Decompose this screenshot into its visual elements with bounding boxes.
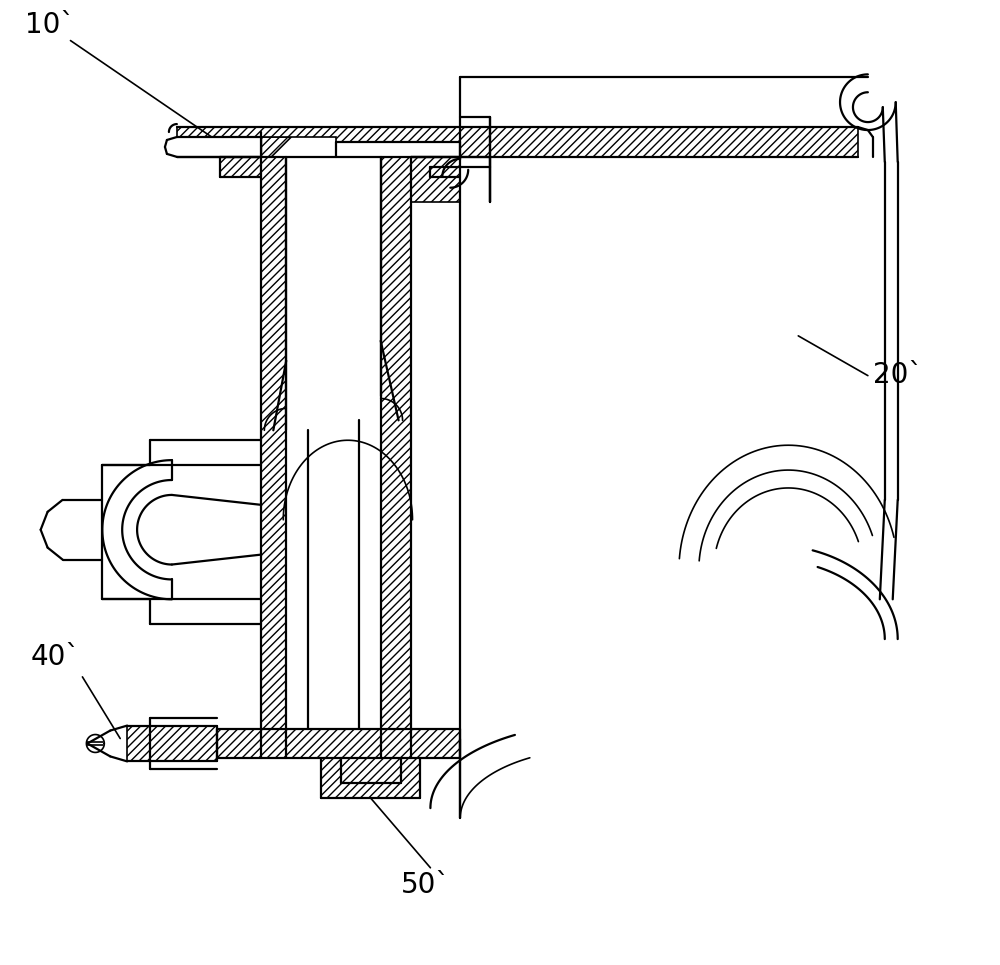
Polygon shape <box>261 729 411 758</box>
Polygon shape <box>411 729 460 758</box>
Polygon shape <box>220 157 261 177</box>
Text: 20`: 20` <box>873 361 922 389</box>
Polygon shape <box>381 157 411 729</box>
Text: 50`: 50` <box>401 870 450 898</box>
Polygon shape <box>217 729 261 758</box>
Polygon shape <box>321 758 420 798</box>
Text: 40`: 40` <box>31 643 80 671</box>
Text: 10`: 10` <box>25 11 74 39</box>
Polygon shape <box>261 157 286 729</box>
Polygon shape <box>127 726 217 761</box>
Polygon shape <box>411 157 460 202</box>
Polygon shape <box>261 137 291 157</box>
Polygon shape <box>177 127 858 157</box>
Polygon shape <box>411 157 460 177</box>
